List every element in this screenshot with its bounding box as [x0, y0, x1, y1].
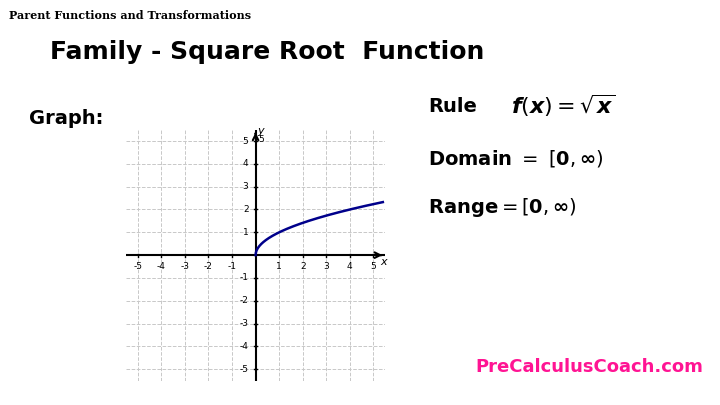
- Text: -4: -4: [157, 262, 166, 271]
- Text: Family - Square Root  Function: Family - Square Root Function: [50, 40, 485, 64]
- Text: -3: -3: [240, 319, 248, 328]
- Text: 2: 2: [243, 205, 248, 214]
- Text: $\mathbf{Range} = [\mathbf{0},\boldsymbol{\infty})$: $\mathbf{Range} = [\mathbf{0},\boldsymbo…: [428, 196, 577, 220]
- Text: Rule: Rule: [428, 97, 477, 116]
- Text: -5: -5: [133, 262, 143, 271]
- Text: 3: 3: [243, 182, 248, 191]
- Text: 2: 2: [300, 262, 305, 271]
- Text: 4: 4: [347, 262, 353, 271]
- Text: 3: 3: [323, 262, 329, 271]
- Text: 4: 4: [243, 159, 248, 168]
- Text: -3: -3: [181, 262, 189, 271]
- Text: -5: -5: [240, 365, 248, 374]
- Text: 5: 5: [371, 262, 377, 271]
- Text: -2: -2: [204, 262, 213, 271]
- Text: x: x: [381, 258, 387, 267]
- Text: 5: 5: [258, 135, 264, 144]
- Text: -1: -1: [240, 273, 248, 282]
- Text: f(x): f(x): [439, 368, 457, 377]
- Text: 1: 1: [243, 228, 248, 237]
- Text: 5: 5: [243, 136, 248, 145]
- Text: -1: -1: [228, 262, 237, 271]
- Text: Graph:: Graph:: [29, 109, 103, 128]
- Text: -4: -4: [240, 342, 248, 351]
- Text: Parent Functions and Transformations: Parent Functions and Transformations: [9, 10, 251, 21]
- Text: -2: -2: [240, 296, 248, 305]
- Text: PreCalculusCoach.com: PreCalculusCoach.com: [475, 358, 703, 375]
- Text: $\boldsymbol{f}(\boldsymbol{x}) = \sqrt{\boldsymbol{x}}$: $\boldsymbol{f}(\boldsymbol{x}) = \sqrt{…: [511, 93, 616, 119]
- Text: y: y: [258, 126, 264, 136]
- Text: 1: 1: [276, 262, 282, 271]
- Text: $\mathbf{Domain}\ =\ [\mathbf{0},\boldsymbol{\infty})$: $\mathbf{Domain}\ =\ [\mathbf{0},\boldsy…: [428, 148, 604, 169]
